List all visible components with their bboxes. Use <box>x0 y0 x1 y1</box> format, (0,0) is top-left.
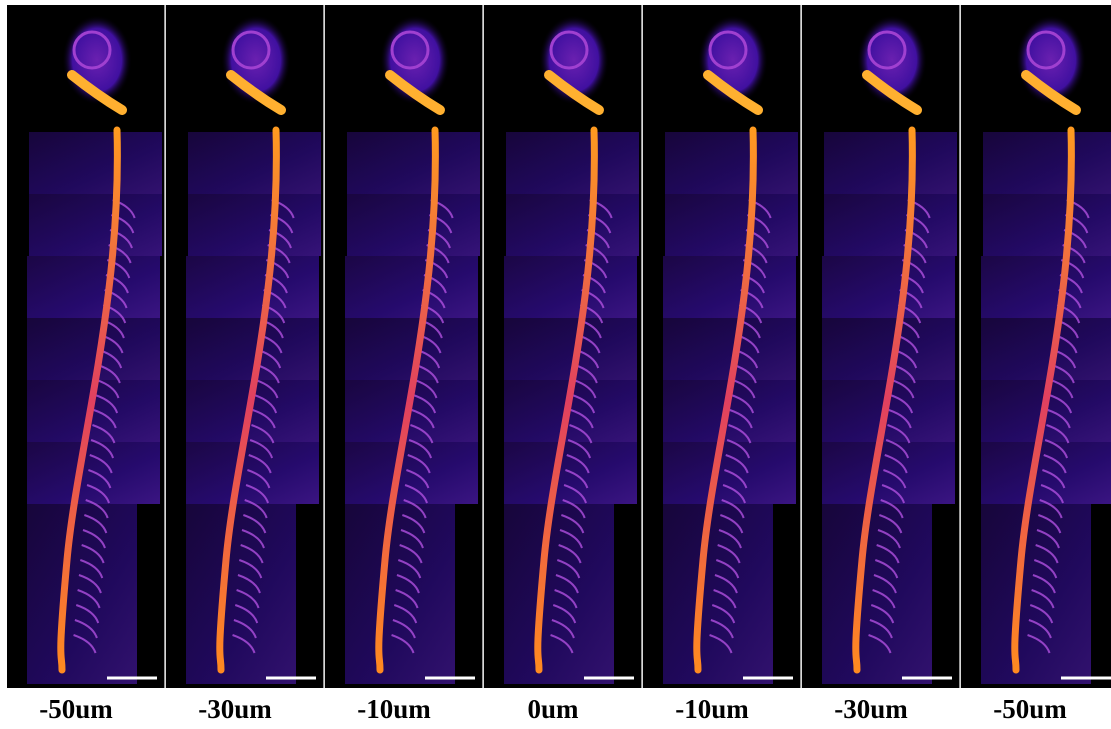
panel: -50um <box>7 5 165 724</box>
image-tile <box>663 256 796 318</box>
image-tile <box>345 504 455 684</box>
image-tile <box>188 132 321 194</box>
image-tile <box>824 194 957 256</box>
panel: -10um <box>324 5 483 724</box>
image-tile <box>822 256 955 318</box>
image-tile <box>29 132 162 194</box>
panel-label: -50um <box>39 694 113 724</box>
image-tile <box>981 442 1111 504</box>
figure: -50um -30um -10um 0um -10um -30um -50um <box>0 0 1111 729</box>
image-tile <box>186 256 319 318</box>
image-tile <box>504 504 614 684</box>
image-tile <box>981 256 1111 318</box>
image-tile <box>347 132 480 194</box>
panel: 0um <box>483 5 642 724</box>
panel-label: -10um <box>357 694 431 724</box>
image-tile <box>665 132 798 194</box>
panel-label: -10um <box>675 694 749 724</box>
image-tile <box>665 194 798 256</box>
image-tile <box>983 132 1111 194</box>
image-tile <box>506 132 639 194</box>
image-tile <box>504 256 637 318</box>
image-tile <box>824 132 957 194</box>
panel-label: -30um <box>834 694 908 724</box>
image-tile <box>27 256 160 318</box>
image-tile <box>822 504 932 684</box>
image-tile <box>663 504 773 684</box>
image-tile <box>506 194 639 256</box>
image-tile <box>983 194 1111 256</box>
image-tile <box>345 256 478 318</box>
image-tile <box>186 504 296 684</box>
image-tile <box>29 194 162 256</box>
panel: -10um <box>642 5 801 724</box>
panel: -30um <box>801 5 960 724</box>
panel: -30um <box>165 5 324 724</box>
panel-label: 0um <box>527 694 579 724</box>
image-tile <box>347 194 480 256</box>
image-tile <box>981 504 1091 684</box>
image-tile <box>188 194 321 256</box>
image-tile <box>27 504 137 684</box>
image-tile <box>981 318 1111 380</box>
panel: -50um <box>960 5 1111 724</box>
panel-label: -50um <box>993 694 1067 724</box>
panel-label: -30um <box>198 694 272 724</box>
